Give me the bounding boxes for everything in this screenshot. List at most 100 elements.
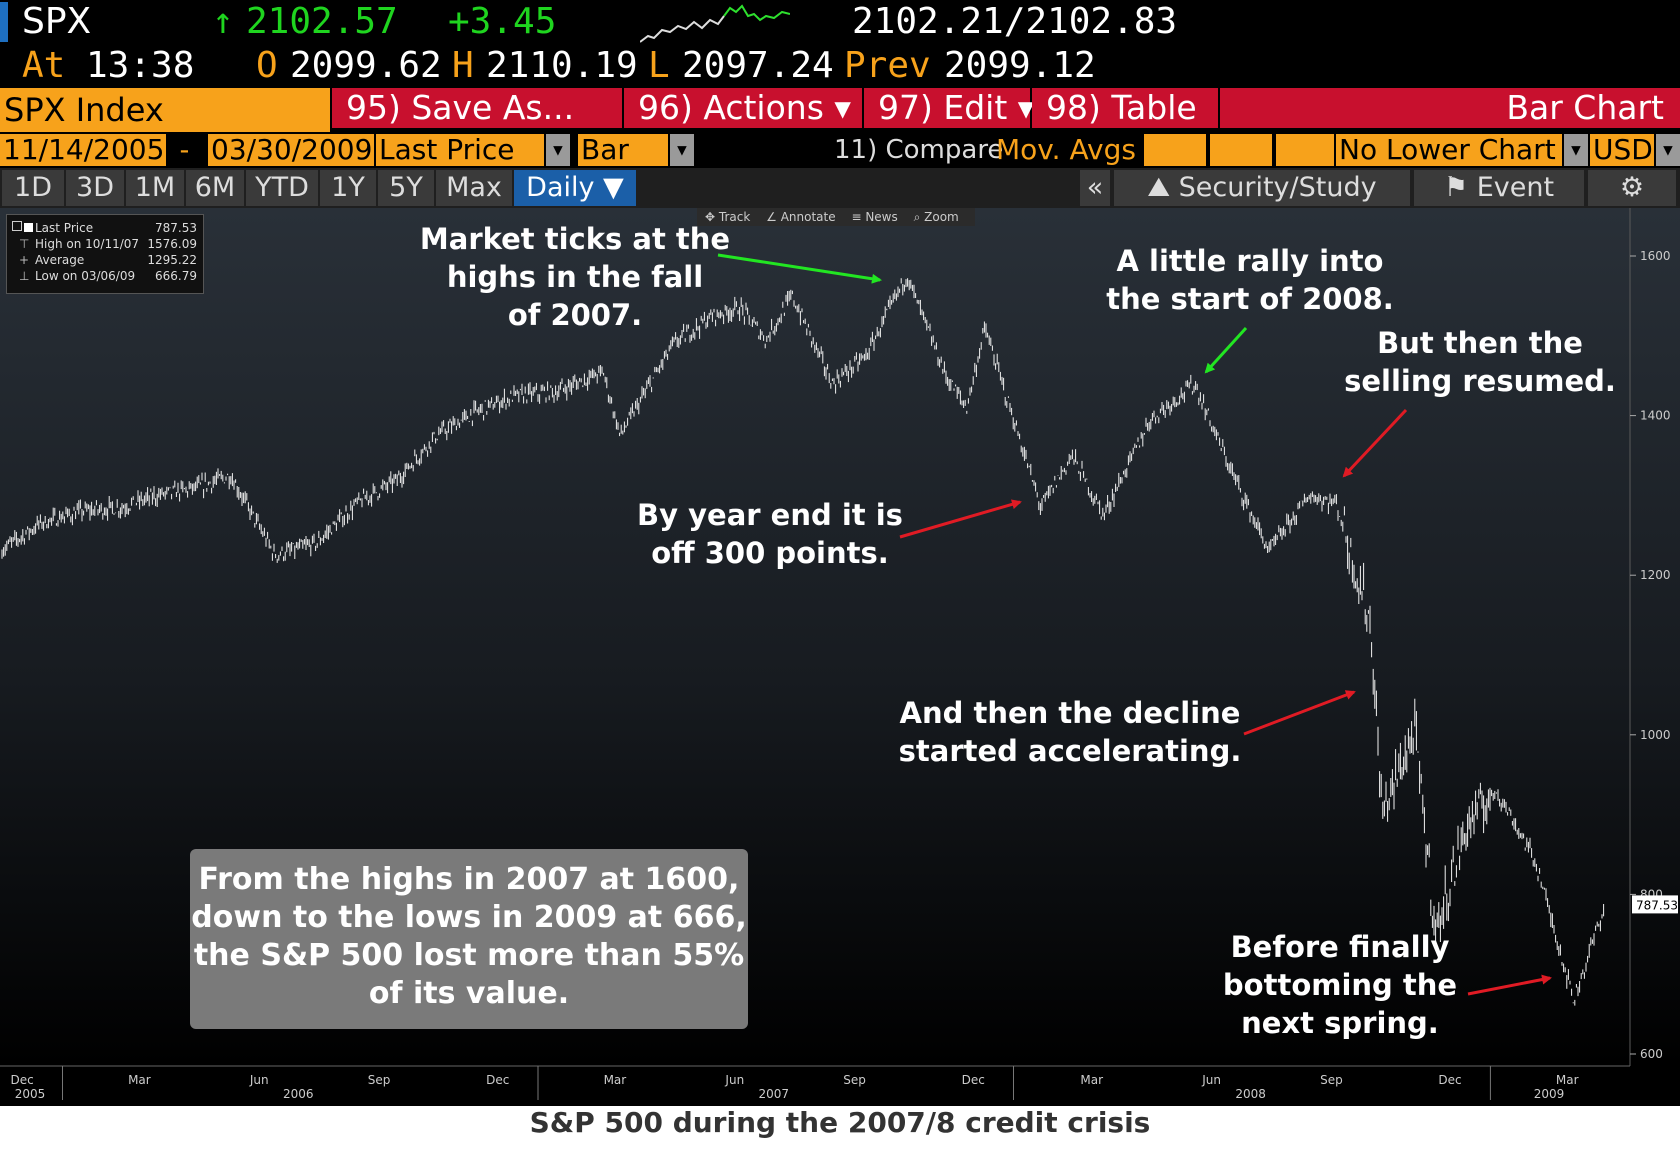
mov-avgs-button[interactable]: Mov. Avgs xyxy=(996,133,1136,166)
x-year-label: 2009 xyxy=(1534,1087,1565,1101)
blank-field-1[interactable] xyxy=(1144,134,1206,166)
zoom-label: Zoom xyxy=(924,210,959,224)
compare-button[interactable]: 11) Compare xyxy=(834,135,1004,165)
period-1d[interactable]: 1D xyxy=(2,170,64,206)
lower-chart-select[interactable]: No Lower Chart xyxy=(1336,134,1562,166)
open-label: O xyxy=(256,45,278,86)
bid-ask: 2102.21/2102.83 xyxy=(852,1,1178,42)
start-date-field[interactable]: 11/14/2005 xyxy=(0,134,166,166)
flag-icon: ⚑ xyxy=(1443,172,1477,203)
y-tick-label: 1200 xyxy=(1640,568,1671,582)
annotation-resumed: But then the selling resumed. xyxy=(1344,326,1616,398)
x-tick-label: Dec xyxy=(486,1073,509,1087)
edit-button[interactable]: 97) Edit ▾ xyxy=(864,88,1034,128)
x-tick-label: Mar xyxy=(128,1073,151,1087)
frequency-select[interactable]: Daily ▼ xyxy=(514,170,636,206)
ticker-symbol: SPX xyxy=(22,1,92,42)
chart-style-dropdown-icon[interactable]: ▼ xyxy=(670,134,694,166)
zoom-tool[interactable]: ⌕ Zoom xyxy=(913,210,959,224)
track-tool[interactable]: ✥ Track xyxy=(705,210,751,224)
x-tick-label: Mar xyxy=(604,1073,627,1087)
security-study-label: Security/Study xyxy=(1178,172,1377,203)
summary-box: From the highs in 2007 at 1600, down to … xyxy=(190,849,748,1029)
event-button[interactable]: ⚑ Event xyxy=(1414,170,1584,206)
currency-select[interactable]: USD xyxy=(1590,134,1654,166)
news-tool[interactable]: ≡ News xyxy=(851,210,898,224)
period-5y[interactable]: 5Y xyxy=(378,170,434,206)
x-year-label: 2006 xyxy=(283,1087,314,1101)
arrow-accel xyxy=(1243,690,1356,736)
blank-field-2[interactable] xyxy=(1210,134,1272,166)
blank-field-3[interactable] xyxy=(1276,134,1334,166)
x-year-label: 2007 xyxy=(759,1087,790,1101)
ticker-marker xyxy=(0,2,8,42)
legend-swatch-icon xyxy=(24,223,33,232)
x-tick-label: Sep xyxy=(843,1073,866,1087)
intraday-sparkline xyxy=(640,4,790,43)
high-label: H xyxy=(452,45,474,86)
x-year-label: 2005 xyxy=(15,1087,46,1101)
period-ytd[interactable]: YTD xyxy=(246,170,318,206)
legend-label: Low on 03/06/09 xyxy=(35,269,136,283)
x-year-label: 2008 xyxy=(1235,1087,1266,1101)
y-tick-label: 600 xyxy=(1640,1047,1663,1061)
quote-time: 13:38 xyxy=(86,45,195,86)
chart-style-select[interactable]: Bar xyxy=(578,134,668,166)
legend-value: 787.53 xyxy=(155,221,197,235)
collapse-toggle[interactable]: « xyxy=(1080,170,1110,206)
y-tick-label: 1000 xyxy=(1640,728,1671,742)
function-bar: SPX Index 95) Save As... 96) Actions ▾ 9… xyxy=(0,88,1680,132)
x-tick-label: Mar xyxy=(1080,1073,1103,1087)
price-bars xyxy=(1,278,1605,1006)
price-change: +3.45 xyxy=(448,1,557,42)
legend-row-high: High on 10/11/07 1576.09 xyxy=(35,237,203,251)
period-1y[interactable]: 1Y xyxy=(320,170,376,206)
price-field-dropdown-icon[interactable]: ▼ xyxy=(546,134,570,166)
event-label: Event xyxy=(1476,172,1555,203)
chart-type-title: Bar Chart xyxy=(1220,88,1680,128)
x-tick-label: Jun xyxy=(1201,1073,1221,1087)
end-date-field[interactable]: 03/30/2009 xyxy=(208,134,374,166)
time-label: At xyxy=(22,45,66,86)
period-row: 1D 3D 1M 6M YTD 1Y 5Y Max Daily ▼ « ⛰ Se… xyxy=(0,168,1680,208)
arrow-highs xyxy=(717,253,882,284)
currency-dropdown-icon[interactable]: ▼ xyxy=(1656,134,1680,166)
x-tick-label: Dec xyxy=(962,1073,985,1087)
low-label: L xyxy=(648,45,670,86)
annotation-rally: A little rally into the start of 2008. xyxy=(1106,244,1394,316)
price-field-select[interactable]: Last Price xyxy=(376,134,544,166)
security-study-button[interactable]: ⛰ Security/Study xyxy=(1114,170,1410,206)
security-field[interactable]: SPX Index xyxy=(0,88,330,132)
news-label: News xyxy=(865,210,898,224)
legend-label: High on 10/11/07 xyxy=(35,237,140,251)
summary-text: From the highs in 2007 at 1600, down to … xyxy=(191,862,747,1011)
period-3d[interactable]: 3D xyxy=(66,170,124,206)
period-1m[interactable]: 1M xyxy=(126,170,184,206)
arrow-resumed xyxy=(1342,408,1408,478)
open-price: 2099.62 xyxy=(290,45,442,86)
arrow-yearend xyxy=(899,499,1022,539)
legend-collapse-icon[interactable] xyxy=(12,221,22,231)
lower-chart-dropdown-icon[interactable]: ▼ xyxy=(1564,134,1588,166)
legend-label: Average xyxy=(35,253,85,267)
legend-low-marker-icon: ⊥ xyxy=(19,269,30,283)
low-price: 2097.24 xyxy=(682,45,834,86)
last-price: 2102.57 xyxy=(246,1,398,42)
last-price-tag-label: 787.53 xyxy=(1636,898,1678,912)
arrow-rally xyxy=(1204,326,1248,374)
period-max[interactable]: Max xyxy=(436,170,512,206)
table-button[interactable]: 98) Table xyxy=(1032,88,1218,128)
actions-button[interactable]: 96) Actions ▾ xyxy=(624,88,862,128)
save-as-button[interactable]: 95) Save As... xyxy=(332,88,622,128)
x-axis: Dec Mar Jun Sep Dec Mar Jun Sep Dec Mar Jun Sep Dec M… xyxy=(0,1065,1630,1101)
date-range-dash: - xyxy=(176,133,193,166)
chart-area: ⊤ + ⊥ Last Price 787.53 High on 10/11/07 1… xyxy=(0,208,1680,1106)
last-price-tag xyxy=(1632,895,1678,914)
legend-value: 1576.09 xyxy=(147,237,197,251)
annotate-tool[interactable]: ∠ Annotate xyxy=(766,210,836,224)
legend-high-marker-icon: ⊤ xyxy=(19,237,30,251)
annotation-highs: Market ticks at the highs in the fall of… xyxy=(419,222,731,332)
gear-icon[interactable]: ⚙ xyxy=(1588,170,1676,206)
period-6m[interactable]: 6M xyxy=(186,170,244,206)
